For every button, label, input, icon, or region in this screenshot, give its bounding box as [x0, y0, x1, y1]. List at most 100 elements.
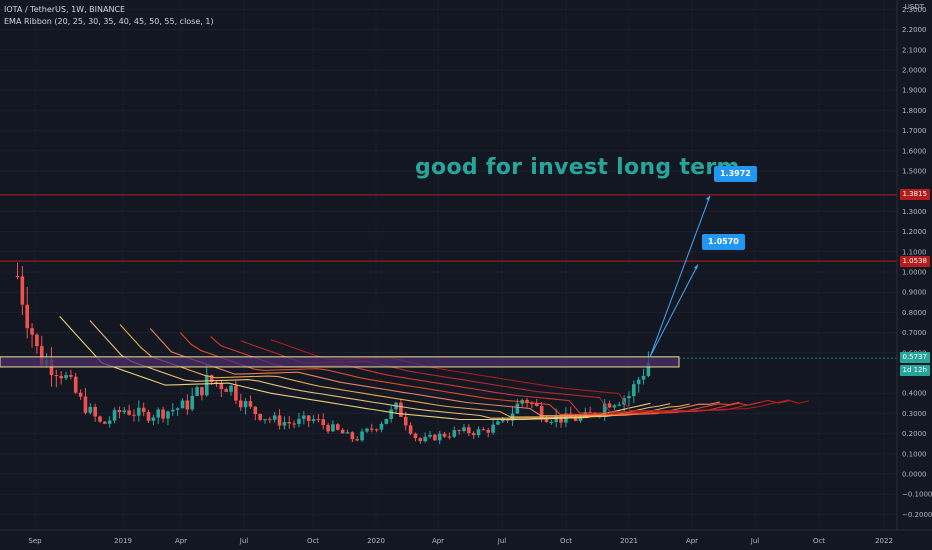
- candle-body: [253, 406, 258, 415]
- chart-legend: IOTA / TetherUS, 1W, BINANCE EMA Ribbon …: [4, 4, 214, 28]
- price-tick-label: 0.3000: [902, 410, 927, 418]
- price-tick-label: 0.2000: [902, 430, 927, 438]
- candle-body: [471, 433, 476, 436]
- time-tick-label: Apr: [175, 537, 187, 545]
- candle-body: [15, 276, 20, 278]
- candle-body: [175, 408, 180, 410]
- candle-body: [180, 400, 185, 409]
- target-callout-high: 1.3972: [714, 166, 757, 182]
- candle-body: [224, 389, 228, 392]
- price-tick-label: 1.0000: [902, 269, 927, 277]
- candle-body: [69, 375, 73, 377]
- candle-body: [486, 429, 491, 433]
- price-tick-label: 1.2000: [902, 228, 927, 236]
- time-tick-label: 2022: [875, 537, 893, 545]
- candle-body: [64, 375, 68, 379]
- candle-body: [632, 384, 636, 397]
- time-tick-label: 2020: [367, 537, 385, 545]
- candle-body: [311, 419, 316, 421]
- candle-body: [403, 416, 408, 426]
- price-tick-label: −0.2000: [902, 511, 932, 519]
- candle-body: [433, 434, 437, 441]
- candle-body: [83, 396, 88, 413]
- candle-body: [462, 427, 466, 432]
- time-tick-label: Oct: [813, 537, 825, 545]
- projection-line: [649, 264, 699, 358]
- candle-body: [219, 383, 224, 390]
- price-tick-label: 2.3000: [902, 6, 927, 14]
- candle-body: [340, 429, 345, 434]
- resistance-high-badge: 1.3815: [899, 189, 930, 200]
- candle-body: [238, 400, 243, 408]
- candle-body: [248, 401, 253, 407]
- ema-ribbon: [59, 316, 810, 421]
- candle-body: [365, 428, 369, 432]
- candle-body: [107, 420, 112, 424]
- candle-body: [302, 415, 306, 419]
- time-tick-label: Jul: [497, 537, 507, 545]
- candle-body: [141, 407, 146, 413]
- candle-body: [578, 416, 583, 421]
- candle-body: [234, 385, 238, 401]
- candle-body: [49, 359, 54, 376]
- candle-body: [54, 375, 59, 377]
- candle-body: [170, 409, 175, 412]
- resistance-low-badge: 1.0538: [899, 256, 930, 267]
- candle-body: [30, 328, 34, 335]
- candle-body: [78, 392, 83, 397]
- candle-body: [25, 304, 30, 329]
- time-axis: Sep 2019 Apr Jul Oct 2020 Apr Jul Oct 2021 Apr Jul O…: [28, 537, 893, 545]
- candle-body: [292, 423, 296, 425]
- candle-body: [146, 412, 151, 421]
- symbol-title[interactable]: IOTA / TetherUS, 1W, BINANCE: [4, 5, 126, 14]
- candle-body: [316, 419, 321, 421]
- projection-arrowhead: [694, 264, 698, 270]
- candle-body: [243, 401, 248, 408]
- candle-body: [156, 409, 161, 418]
- candle-body: [646, 362, 651, 376]
- candle-body: [73, 376, 78, 393]
- candle-body: [428, 434, 432, 437]
- candle-body: [39, 346, 44, 366]
- candles: [15, 262, 651, 445]
- candle-body: [282, 422, 287, 426]
- candle-body: [112, 409, 117, 421]
- candle-body: [98, 416, 102, 422]
- candle-body: [350, 432, 355, 440]
- candle-body: [132, 414, 136, 416]
- candle-body: [627, 396, 631, 399]
- candle-body: [617, 404, 622, 406]
- target-callout-low: 1.0570: [702, 234, 745, 250]
- candle-body: [442, 433, 447, 437]
- idea-note: good for invest long term: [415, 155, 740, 180]
- time-tick-label: Apr: [432, 537, 444, 545]
- candle-body: [491, 424, 495, 433]
- candle-body: [360, 431, 364, 441]
- candle-body: [35, 334, 39, 347]
- candle-body: [496, 421, 500, 425]
- candle-body: [93, 406, 97, 417]
- candle-body: [161, 409, 165, 419]
- candle-body: [452, 430, 457, 437]
- price-tick-label: 1.8000: [902, 107, 927, 115]
- candle-body: [423, 436, 427, 442]
- candle-body: [607, 403, 612, 408]
- candle-body: [335, 424, 340, 430]
- ema-line: [270, 339, 810, 412]
- candle-body: [612, 405, 617, 408]
- candle-body: [214, 382, 219, 384]
- indicator-title[interactable]: EMA Ribbon (20, 25, 30, 35, 40, 45, 50, …: [4, 17, 214, 26]
- price-tick-label: 1.7000: [902, 127, 927, 135]
- candle-body: [287, 422, 292, 424]
- candle-body: [447, 436, 452, 438]
- candle-body: [573, 418, 578, 421]
- resistance-levels: [0, 194, 897, 262]
- candle-body: [306, 415, 311, 421]
- support-zone: [0, 356, 897, 368]
- time-tick-label: Jul: [239, 537, 249, 545]
- candle-body: [408, 425, 413, 434]
- candle-body: [549, 421, 554, 423]
- time-tick-label: Jul: [750, 537, 760, 545]
- candle-body: [117, 409, 122, 413]
